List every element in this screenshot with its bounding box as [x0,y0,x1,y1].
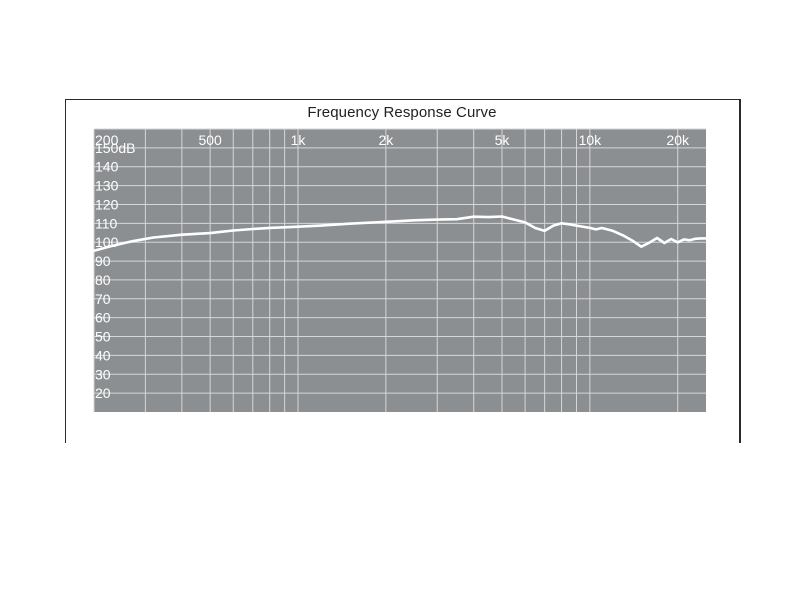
y-tick-label: 130 [95,178,119,194]
y-tick-label: 80 [95,272,111,288]
y-tick-label: 70 [95,291,111,307]
y-tick-label: 20 [95,385,111,401]
y-tick-label: 150dB [95,140,135,156]
x-tick-label: 1k [291,132,307,148]
x-tick-label: 5k [495,132,511,148]
plot-area [94,129,706,412]
y-tick-label: 30 [95,366,111,382]
y-tick-label: 140 [95,159,119,175]
x-tick-label: 10k [579,132,603,148]
chart-title: Frequency Response Curve [307,104,497,121]
frequency-response-line [92,215,708,252]
tick-labels: 200 500 1k 2k 5k 10k 20k 150dB 140 130 120 110 100 90… [95,132,690,401]
x-tick-label: 2k [378,132,394,148]
x-tick-label: 200 [95,132,119,148]
y-tick-label: 110 [95,215,118,231]
y-tick-label: 100 [95,234,119,250]
y-tick-label: 120 [95,196,119,212]
series-layer [92,215,708,252]
y-tick-label: 90 [95,253,111,269]
grid-lines [93,128,706,412]
x-tick-label: 20k [666,132,690,148]
y-tick-label: 60 [95,310,111,326]
y-tick-label: 50 [95,329,111,345]
x-tick-label: 500 [198,132,222,148]
y-tick-label: 40 [95,347,111,363]
